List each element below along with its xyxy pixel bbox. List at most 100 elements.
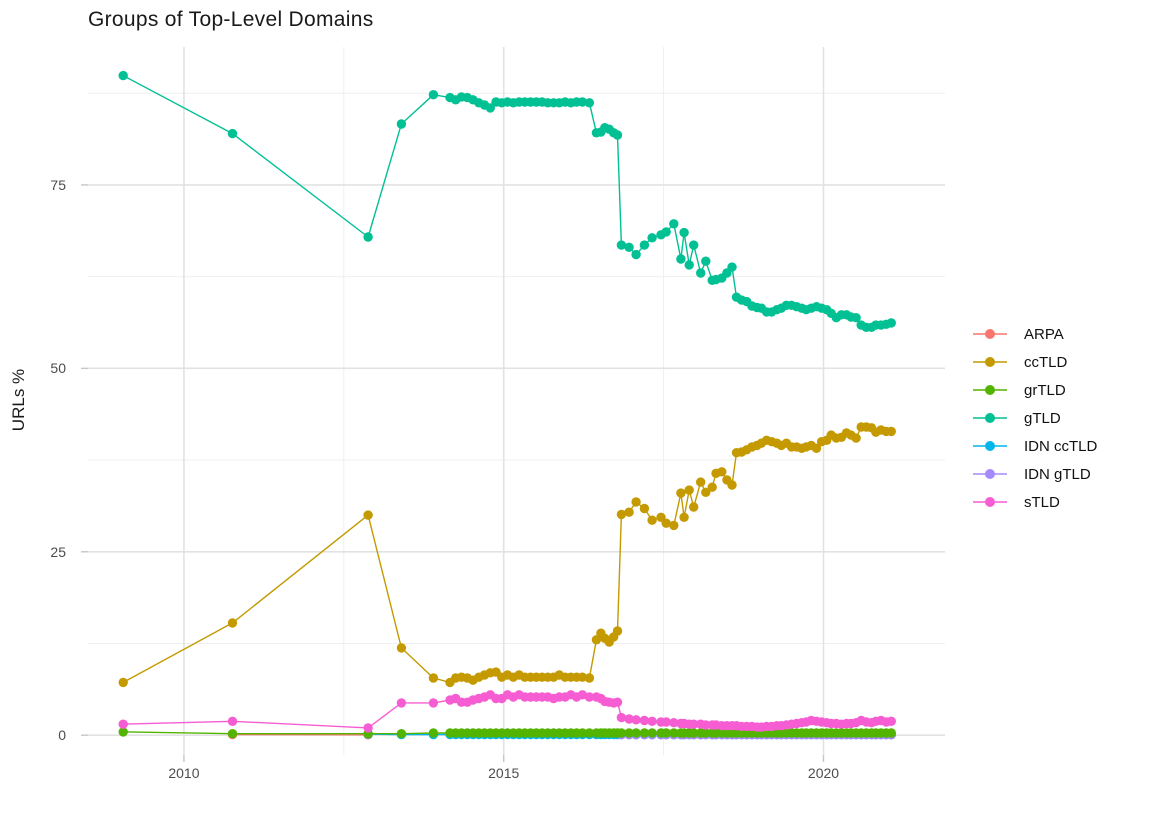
- data-point: [689, 728, 699, 738]
- series-line: [122, 426, 892, 684]
- data-point: [696, 477, 706, 487]
- data-point: [689, 502, 699, 512]
- legend-label: ARPA: [1024, 325, 1064, 343]
- data-point: [661, 518, 671, 528]
- data-point: [227, 729, 238, 739]
- y-tick-label: 25: [50, 543, 66, 560]
- data-point: [584, 673, 595, 683]
- data-point: [647, 716, 657, 726]
- data-point: [676, 254, 686, 264]
- data-point: [631, 728, 641, 738]
- data-point: [684, 485, 694, 495]
- data-point: [811, 443, 822, 453]
- series-gtld: [118, 70, 896, 332]
- legend-key-icon: [973, 469, 1007, 479]
- data-point: [616, 240, 627, 250]
- legend-key-icon: [973, 357, 1007, 367]
- x-tick-label: 2010: [168, 765, 200, 781]
- data-point: [851, 433, 861, 443]
- data-point: [851, 313, 861, 323]
- data-point: [639, 715, 650, 726]
- data-point: [624, 714, 634, 724]
- data-point: [684, 260, 694, 270]
- data-point: [616, 509, 627, 520]
- legend-item: grTLD: [972, 376, 1097, 404]
- data-point: [584, 692, 595, 702]
- major-gridlines: [88, 47, 945, 755]
- data-point: [707, 482, 717, 492]
- data-point: [624, 728, 634, 738]
- data-point: [886, 426, 896, 437]
- data-point: [118, 719, 128, 729]
- data-point: [428, 90, 439, 100]
- data-point: [639, 728, 650, 738]
- data-point: [689, 240, 699, 250]
- data-point: [428, 673, 439, 683]
- y-tick-label: 0: [58, 727, 66, 744]
- data-point: [676, 488, 686, 498]
- data-point: [227, 618, 238, 628]
- data-point: [689, 719, 699, 729]
- data-point: [701, 487, 711, 497]
- data-point: [639, 240, 650, 250]
- chart-title: Groups of Top-Level Domains: [88, 8, 374, 31]
- data-point: [577, 728, 588, 738]
- data-point: [396, 643, 407, 653]
- series-grtld: [118, 727, 896, 739]
- data-point: [584, 98, 595, 108]
- data-point: [363, 510, 373, 520]
- minor-gridlines: [88, 47, 945, 755]
- legend-label: grTLD: [1024, 381, 1066, 399]
- data-point: [118, 70, 128, 81]
- legend-item: ccTLD: [972, 348, 1097, 376]
- data-point: [631, 249, 641, 260]
- legend-label: ccTLD: [1024, 353, 1068, 371]
- data-point: [886, 318, 896, 328]
- series-arpa: [227, 729, 373, 740]
- data-point: [227, 128, 238, 139]
- data-point: [679, 227, 689, 238]
- data-point: [485, 103, 495, 113]
- data-point: [647, 515, 657, 525]
- data-point: [886, 728, 896, 738]
- data-point: [886, 716, 896, 726]
- data-point: [428, 698, 439, 708]
- legend: ARPA ccTLD grTLD gTLD IDN ccTLD IDN gTLD sTLD: [972, 320, 1097, 516]
- data-point: [661, 728, 671, 738]
- series-line: [122, 74, 892, 328]
- data-point: [639, 503, 650, 514]
- x-tick-label: 2015: [488, 765, 520, 781]
- data-point: [624, 242, 634, 252]
- data-point: [428, 728, 439, 738]
- legend-label: gTLD: [1024, 409, 1061, 427]
- legend-label: IDN gTLD: [1024, 465, 1091, 483]
- series-stld: [118, 690, 896, 733]
- data-point: [624, 507, 634, 517]
- legend-label: IDN ccTLD: [1024, 437, 1098, 455]
- data-point: [577, 672, 588, 682]
- series-cctld: [118, 422, 896, 688]
- data-point: [669, 718, 679, 728]
- data-point: [631, 715, 641, 725]
- data-point: [396, 119, 407, 129]
- data-point: [612, 130, 623, 140]
- data-point: [661, 717, 671, 727]
- data-point: [669, 219, 679, 229]
- legend-item: ARPA: [972, 320, 1097, 348]
- y-tick-label: 50: [50, 360, 66, 377]
- data-point: [118, 727, 128, 737]
- legend-label: sTLD: [1024, 493, 1060, 511]
- legend-key-icon: [973, 441, 1007, 451]
- data-point: [647, 233, 657, 243]
- data-point: [396, 729, 407, 739]
- data-point: [612, 626, 623, 636]
- data-point: [227, 716, 238, 726]
- data-point: [363, 723, 373, 733]
- data-point: [612, 697, 623, 707]
- data-point: [591, 635, 602, 645]
- legend-key-icon: [973, 329, 1007, 339]
- data-point: [696, 268, 706, 278]
- data-point: [717, 467, 727, 477]
